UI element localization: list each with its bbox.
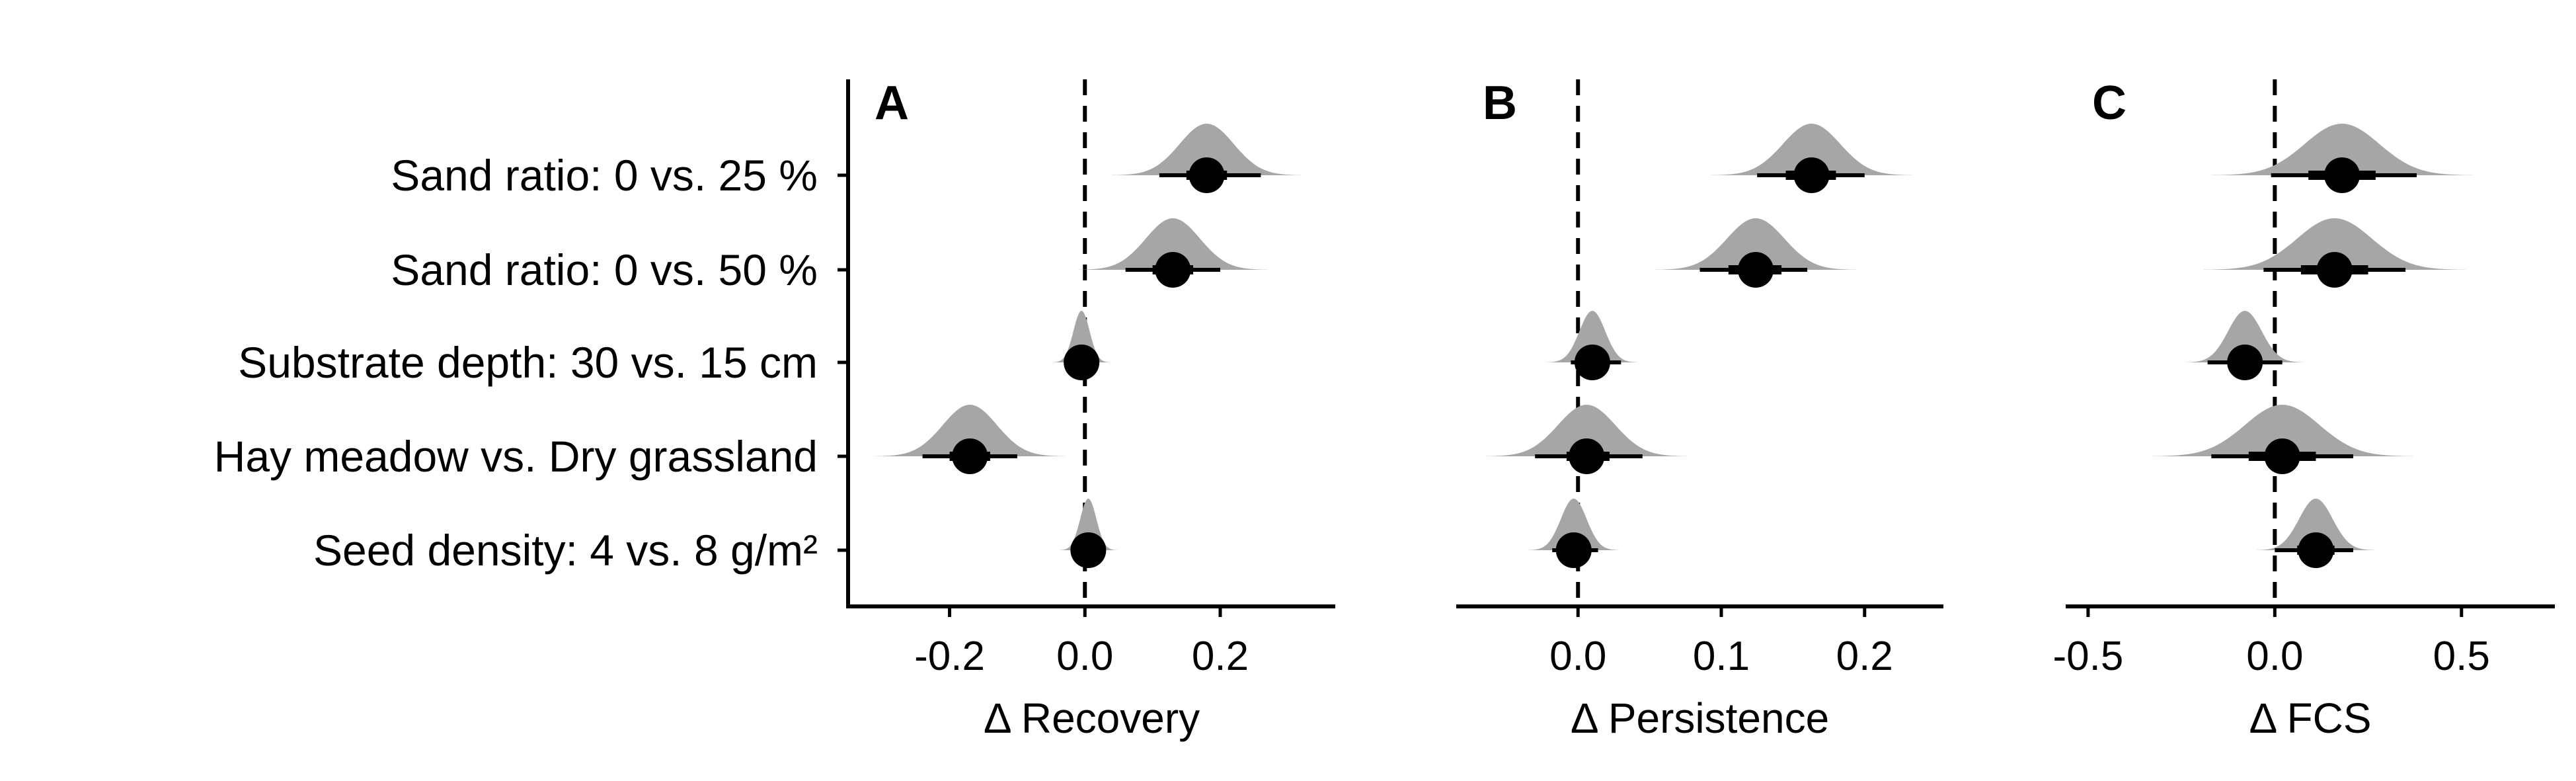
point-estimate <box>2316 252 2353 288</box>
point-estimate <box>952 438 988 474</box>
category-label: Hay meadow vs. Dry grassland <box>214 432 818 481</box>
x-tick-label: 0.0 <box>1549 634 1606 679</box>
density-shape <box>2204 218 2466 270</box>
density-shape <box>2186 311 2304 362</box>
x-tick-label: -0.2 <box>914 634 985 679</box>
point-estimate <box>1070 532 1107 568</box>
density-shape <box>1528 499 1619 550</box>
density-shape <box>1112 124 1302 175</box>
panel-a: A Δ Recovery -0.2 0.0 0.2 <box>838 77 1335 742</box>
x-axis-title: Δ Recovery <box>984 694 1200 742</box>
x-tick-label: 0.2 <box>1836 634 1893 679</box>
panel-tag: B <box>1483 77 1517 130</box>
density-shape <box>1711 124 1912 175</box>
category-label: Seed density: 4 vs. 8 g/m² <box>313 526 818 575</box>
point-estimate <box>1155 252 1191 288</box>
density-shape <box>1060 499 1117 550</box>
x-tick-label: 0.0 <box>1056 634 1113 679</box>
point-estimate <box>1738 252 1774 288</box>
panel-c: C Δ FCS -0.5 0.0 0.5 <box>2052 77 2555 742</box>
density-shape <box>1655 218 1856 270</box>
point-estimate <box>1574 345 1610 380</box>
point-estimate <box>1189 157 1225 193</box>
point-estimate <box>2264 438 2300 474</box>
density-shape <box>1078 218 1268 270</box>
point-estimate <box>2227 345 2263 380</box>
category-label: Substrate depth: 30 vs. 15 cm <box>238 338 818 387</box>
x-tick-label: 0.1 <box>1693 634 1750 679</box>
x-tick-label: 0.0 <box>2246 634 2303 679</box>
point-estimate <box>2298 532 2334 568</box>
density-shape <box>2257 499 2375 550</box>
panel-tag: C <box>2092 77 2127 130</box>
x-tick-label: 0.2 <box>1192 634 1249 679</box>
density-shape <box>875 405 1065 456</box>
category-label: Sand ratio: 0 vs. 50 % <box>391 245 818 294</box>
density-shape <box>1053 311 1111 362</box>
point-estimate <box>2324 157 2361 193</box>
panel-b: B Δ Persistence 0.0 0.1 0.2 <box>1456 77 1943 742</box>
density-shape <box>2211 124 2473 175</box>
category-label: Sand ratio: 0 vs. 25 % <box>391 151 818 200</box>
x-tick-label: -0.5 <box>2052 634 2123 679</box>
point-estimate <box>1793 157 1830 193</box>
point-estimate <box>1569 438 1605 474</box>
point-estimate <box>1064 345 1100 380</box>
x-axis-title: Δ Persistence <box>1571 694 1829 742</box>
x-axis-title: Δ FCS <box>2249 694 2372 742</box>
density-shape <box>1486 405 1687 456</box>
density-shape <box>2151 405 2413 456</box>
x-tick-label: 0.5 <box>2433 634 2490 679</box>
density-shape <box>1547 311 1638 362</box>
panel-tag: A <box>875 77 909 130</box>
category-labels: Sand ratio: 0 vs. 25 % Sand ratio: 0 vs.… <box>214 151 818 575</box>
point-estimate <box>1555 532 1592 568</box>
